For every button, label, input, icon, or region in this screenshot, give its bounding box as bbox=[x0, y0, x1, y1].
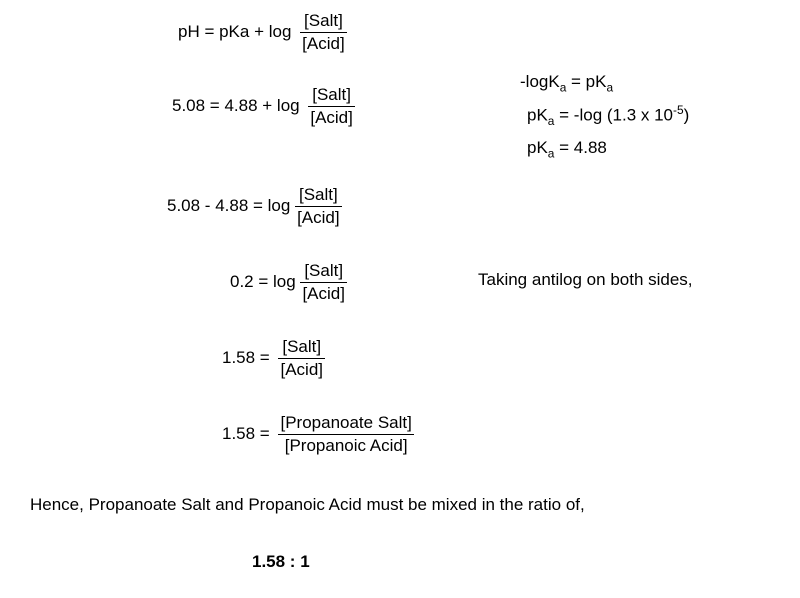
eq2-fraction: [Salt] [Acid] bbox=[308, 84, 355, 129]
side3-b: = 4.88 bbox=[554, 138, 606, 157]
eq6-left: 1.58 = bbox=[222, 424, 270, 443]
eq1-num: [Salt] bbox=[300, 10, 347, 33]
equation-5: 1.58 = [Salt] [Acid] bbox=[222, 336, 325, 381]
eq4-num: [Salt] bbox=[300, 260, 347, 283]
equation-6: 1.58 = [Propanoate Salt] [Propanoic Acid… bbox=[222, 412, 414, 457]
side2-a: pK bbox=[527, 106, 548, 125]
eq1-fraction: [Salt] [Acid] bbox=[300, 10, 347, 55]
eq3-num: [Salt] bbox=[295, 184, 342, 207]
equation-3: 5.08 - 4.88 = log [Salt] [Acid] bbox=[167, 184, 342, 229]
side-eq-3: pKa = 4.88 bbox=[527, 138, 607, 160]
eq5-den: [Acid] bbox=[278, 359, 325, 381]
eq2-left: 5.08 = 4.88 + log bbox=[172, 96, 300, 115]
eq3-left: 5.08 - 4.88 = log bbox=[167, 196, 290, 215]
eq4-den: [Acid] bbox=[300, 283, 347, 305]
eq5-left: 1.58 = bbox=[222, 348, 270, 367]
eq3-fraction: [Salt] [Acid] bbox=[295, 184, 342, 229]
side2-c: ) bbox=[684, 106, 690, 125]
eq1-den: [Acid] bbox=[300, 33, 347, 55]
eq1-left: pH = pKa + log bbox=[178, 22, 291, 41]
eq3-den: [Acid] bbox=[295, 207, 342, 229]
equation-2: 5.08 = 4.88 + log [Salt] [Acid] bbox=[172, 84, 355, 129]
side1-a: -logK bbox=[520, 72, 560, 91]
eq5-num: [Salt] bbox=[278, 336, 325, 359]
eq6-fraction: [Propanoate Salt] [Propanoic Acid] bbox=[278, 412, 413, 457]
side1-sub2: a bbox=[606, 80, 613, 94]
side2-b: = -log (1.3 x 10 bbox=[554, 106, 673, 125]
equation-1: pH = pKa + log [Salt] [Acid] bbox=[178, 10, 347, 55]
side-eq-2: pKa = -log (1.3 x 10-5) bbox=[527, 103, 689, 128]
side-eq-1: -logKa = pKa bbox=[520, 72, 613, 94]
eq6-den: [Propanoic Acid] bbox=[278, 435, 413, 457]
side3-a: pK bbox=[527, 138, 548, 157]
eq4-left: 0.2 = log bbox=[230, 272, 296, 291]
eq5-fraction: [Salt] [Acid] bbox=[278, 336, 325, 381]
eq6-num: [Propanoate Salt] bbox=[278, 412, 413, 435]
ratio-text: 1.58 : 1 bbox=[252, 552, 310, 572]
side1-b: = pK bbox=[566, 72, 606, 91]
conclusion-text: Hence, Propanoate Salt and Propanoic Aci… bbox=[30, 495, 585, 515]
eq4-fraction: [Salt] [Acid] bbox=[300, 260, 347, 305]
eq2-num: [Salt] bbox=[308, 84, 355, 107]
side2-sup: -5 bbox=[673, 103, 684, 117]
antilog-text: Taking antilog on both sides, bbox=[478, 270, 693, 290]
equation-4: 0.2 = log [Salt] [Acid] bbox=[230, 260, 347, 305]
eq2-den: [Acid] bbox=[308, 107, 355, 129]
